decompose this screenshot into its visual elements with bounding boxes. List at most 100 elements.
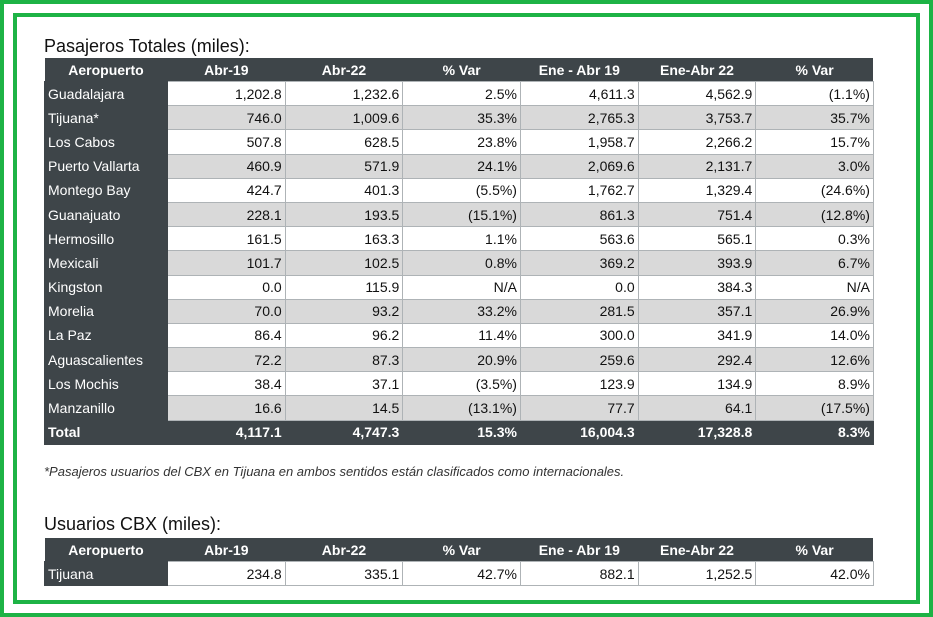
table-cell: 77.7 [519, 395, 639, 421]
airport-name: Manzanillo [44, 395, 168, 421]
section-title-cbx: Usuarios CBX (miles): [44, 514, 222, 534]
table-cell: 751.4 [637, 201, 757, 228]
col-header-var-ytd: % Var [755, 58, 874, 82]
table-row: Los Mochis 38.4 37.1 (3.5%) 123.9 134.9 8.9% [44, 371, 874, 397]
table-cell: 357.1 [637, 298, 757, 324]
airport-name: Morelia [44, 298, 168, 324]
table-row: Los Cabos 507.8 628.5 23.8% 1,958.7 2,266.2 15… [44, 129, 874, 155]
airport-name: Guanajuato [44, 201, 168, 228]
table-cell: N/A [755, 274, 874, 300]
table-cell: 1.1% [402, 226, 521, 252]
table-cell: (3.5%) [402, 371, 521, 397]
table-cell: 12.6% [755, 347, 874, 373]
table-cell: 72.2 [167, 347, 286, 373]
table-cell: 86.4 [167, 322, 286, 349]
airport-name: Tijuana [44, 560, 168, 587]
table-row: Guadalajara 1,202.8 1,232.6 2.5% 4,611.3 4,56… [44, 80, 874, 107]
table-row: Morelia 70.0 93.2 33.2% 281.5 357.1 26.9% [44, 298, 874, 324]
total-cell: 4,117.1 [167, 419, 286, 445]
table-cell: 628.5 [284, 129, 404, 155]
table-cell: 4,611.3 [519, 80, 639, 107]
table-cell: 861.3 [519, 201, 639, 228]
table-cell: 3.0% [755, 153, 874, 179]
table-cell: 341.9 [637, 322, 757, 349]
table-cell: 6.7% [755, 250, 874, 276]
airport-name: Los Cabos [44, 129, 168, 155]
table-cell: 2,069.6 [519, 153, 639, 179]
col-header-var-ytd: % Var [755, 538, 874, 562]
table-cell: 2.5% [402, 80, 521, 107]
table-row: Hermosillo 161.5 163.3 1.1% 563.6 565.1 0.3% [44, 226, 874, 252]
table-cell: 115.9 [284, 274, 404, 300]
table-cell: 401.3 [284, 177, 404, 203]
airport-name: La Paz [44, 322, 168, 349]
col-header-airport: Aeropuerto [44, 538, 168, 562]
table-cell: 563.6 [519, 226, 639, 252]
table-cell: 746.0 [167, 105, 286, 131]
airport-name: Aguascalientes [44, 347, 168, 373]
pasajeros-table: Aeropuerto Abr-19 Abr-22 % Var Ene - Abr… [44, 58, 874, 445]
table-row: Aguascalientes 72.2 87.3 20.9% 259.6 292.4 12.… [44, 347, 874, 373]
table-cell: 134.9 [637, 371, 757, 397]
table-cell: 35.3% [402, 105, 521, 131]
table-cell: 259.6 [519, 347, 639, 373]
airport-name: Tijuana* [44, 105, 168, 131]
table-cell: 0.0 [519, 274, 639, 300]
col-header-ene-abr22: Ene-Abr 22 [638, 58, 756, 82]
table-cell: 3,753.7 [637, 105, 757, 131]
table-cell: 14.0% [755, 322, 874, 349]
table-cell: 384.3 [637, 274, 757, 300]
table-cell: 292.4 [637, 347, 757, 373]
table-cell: 37.1 [284, 371, 404, 397]
table-cell: 24.1% [402, 153, 521, 179]
col-header-ene-abr22: Ene-Abr 22 [638, 538, 756, 562]
table-cell: 33.2% [402, 298, 521, 324]
table-cell: 571.9 [284, 153, 404, 179]
table-cell: 42.0% [755, 560, 874, 587]
col-header-abr19: Abr-19 [167, 58, 286, 82]
table-row: Kingston 0.0 115.9 N/A 0.0 384.3 N/A [44, 274, 874, 300]
airport-name: Montego Bay [44, 177, 168, 203]
table-row: Mexicali 101.7 102.5 0.8% 369.2 393.9 6.7% [44, 250, 874, 276]
airport-name: Mexicali [44, 250, 168, 276]
col-header-abr22: Abr-22 [285, 58, 403, 82]
table-cell: 102.5 [284, 250, 404, 276]
table-cell: 26.9% [755, 298, 874, 324]
table-cell: 1,762.7 [519, 177, 639, 203]
table-cell: 393.9 [637, 250, 757, 276]
total-cell: 8.3% [755, 419, 874, 445]
table-cell: 38.4 [167, 371, 286, 397]
table-cell: 234.8 [167, 560, 286, 587]
airport-name: Kingston [44, 274, 168, 300]
table-cell: 2,131.7 [637, 153, 757, 179]
table-cell: 35.7% [755, 105, 874, 131]
table-cell: (24.6%) [755, 177, 874, 203]
col-header-ene-abr19: Ene - Abr 19 [520, 538, 639, 562]
table-cell: 11.4% [402, 322, 521, 349]
table-cell: 507.8 [167, 129, 286, 155]
table-cell: 161.5 [167, 226, 286, 252]
table-cell: 1,958.7 [519, 129, 639, 155]
col-header-ene-abr19: Ene - Abr 19 [520, 58, 639, 82]
airport-name: Los Mochis [44, 371, 168, 397]
table-cell: 101.7 [167, 250, 286, 276]
table-cell: 20.9% [402, 347, 521, 373]
total-cell: 15.3% [402, 419, 521, 445]
table-cell: (1.1%) [755, 80, 874, 107]
table-row: Tijuana 234.8 335.1 42.7% 882.1 1,252.5 42.0% [44, 560, 874, 587]
table-cell: 369.2 [519, 250, 639, 276]
table-cell: 565.1 [637, 226, 757, 252]
table-row: Guanajuato 228.1 193.5 (15.1%) 861.3 751.4 (12… [44, 201, 874, 228]
section-title-pasajeros: Pasajeros Totales (miles): [44, 36, 250, 56]
total-cell: 16,004.3 [519, 419, 639, 445]
cbx-table: Aeropuerto Abr-19 Abr-22 % Var Ene - Abr… [44, 538, 874, 587]
table-cell: (17.5%) [755, 395, 874, 421]
col-header-abr19: Abr-19 [167, 538, 286, 562]
footnote: *Pasajeros usuarios del CBX en Tijuana e… [44, 464, 625, 479]
col-header-var-month: % Var [402, 58, 521, 82]
table-cell: 1,232.6 [284, 80, 404, 107]
col-header-airport: Aeropuerto [44, 58, 168, 82]
table-cell: 281.5 [519, 298, 639, 324]
table-cell: 14.5 [284, 395, 404, 421]
table-cell: 96.2 [284, 322, 404, 349]
